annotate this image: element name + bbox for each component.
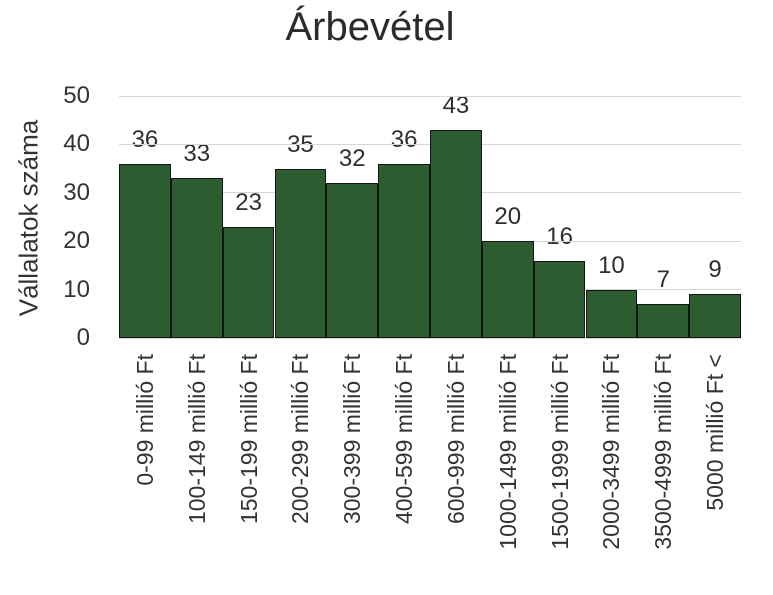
x-tick-label: 1500-1999 millió Ft [546, 354, 573, 550]
bar-value-label: 36 [131, 125, 159, 153]
x-tick-label: 150-199 millió Ft [235, 354, 262, 525]
x-tick-label: 100-149 millió Ft [183, 354, 210, 525]
y-tick-label: 40 [63, 130, 90, 158]
gridline [119, 337, 741, 339]
bar [222, 226, 275, 338]
x-tick-label: 0-99 millió Ft [131, 354, 158, 486]
x-tick-label: 2000-3499 millió Ft [598, 354, 625, 550]
bar-value-label: 16 [546, 222, 573, 250]
bar [430, 129, 482, 338]
bar [326, 183, 379, 338]
bar [274, 168, 327, 338]
bar-value-label: 20 [494, 203, 522, 231]
bar [637, 304, 690, 338]
bar-value-label: 10 [598, 251, 625, 279]
bar-value-label: 32 [338, 145, 366, 173]
x-tick-label: 400-599 millió Ft [391, 354, 418, 525]
x-tick-label: 200-299 millió Ft [287, 354, 314, 525]
y-tick-label: 20 [63, 227, 90, 255]
chart-title: Árbevétel [285, 5, 455, 49]
bar-value-label: 36 [390, 125, 418, 153]
plot-area [119, 96, 741, 339]
bar-value-label: 9 [708, 256, 722, 284]
bar [170, 178, 223, 338]
x-tick-label: 1000-1499 millió Ft [494, 354, 521, 550]
y-tick-label: 50 [63, 82, 90, 109]
y-tick-label: 0 [76, 324, 90, 351]
bar [481, 241, 534, 338]
bar [378, 163, 430, 338]
bar-value-label: 7 [656, 266, 670, 294]
bar [533, 260, 586, 338]
y-tick-label: 10 [63, 275, 90, 303]
x-tick-label: 600-999 millió Ft [442, 354, 469, 525]
x-tick-label: 3500-4999 millió Ft [650, 354, 677, 550]
gridline [119, 96, 741, 97]
y-tick-label: 30 [63, 178, 90, 206]
bar [585, 289, 638, 338]
x-tick-label: 300-399 millió Ft [339, 354, 366, 525]
bar [119, 163, 171, 338]
x-tick-label: 5000 millió Ft < [702, 354, 729, 511]
bar [689, 294, 741, 338]
